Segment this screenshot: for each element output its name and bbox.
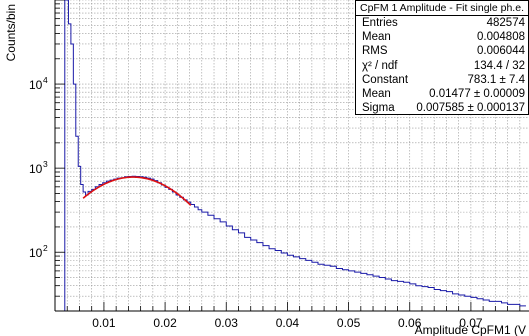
stats-key: Entries: [362, 17, 398, 29]
y-tick-exponent: 2: [43, 243, 48, 253]
x-tick-label: 0.02: [153, 316, 177, 330]
y-tick-label: 10: [29, 78, 43, 92]
x-tick-label: 0.06: [398, 316, 422, 330]
stats-row-fit-mean: Mean 0.01477 ± 0.00009: [356, 87, 528, 101]
stats-row-entries: Entries 482574: [356, 16, 528, 30]
stats-value: 783.1 ± 7.4: [467, 73, 525, 86]
gaussian-fit-curve: [82, 176, 192, 206]
stats-value: 482574: [486, 17, 525, 29]
y-tick-exponent: 4: [43, 75, 48, 85]
y-axis-title: Counts/bin: [4, 4, 18, 61]
axes: [54, 0, 529, 312]
stats-row-constant: Constant 783.1 ± 7.4: [356, 73, 528, 87]
stats-box: CpFM 1 Amplitude - Fit single ph.e. Entr…: [355, 0, 529, 115]
stats-value: 0.004808: [477, 31, 525, 44]
x-tick-label: 0.01: [92, 316, 116, 330]
stats-value: 134.4 / 32: [473, 59, 525, 72]
y-tick-exponent: 3: [43, 159, 48, 169]
stats-key: Sigma: [362, 102, 395, 115]
stats-row-chi2: χ² / ndf 134.4 / 32: [356, 59, 528, 73]
x-tick-label: 0.07: [459, 316, 483, 330]
stats-key: χ² / ndf: [362, 59, 398, 72]
stats-title: CpFM 1 Amplitude - Fit single ph.e.: [356, 1, 528, 16]
stats-key: Mean: [362, 87, 391, 100]
x-axis-title: Amplitude CpFM1 (V: [415, 323, 526, 336]
histogram-series: [64, 0, 526, 312]
y-tick-label: 10: [29, 162, 43, 176]
stats-row-sigma: Sigma 0.007585 ± 0.000137: [356, 101, 528, 115]
stats-key: Constant: [362, 73, 409, 86]
stats-row-rms: RMS 0.006044: [356, 44, 528, 58]
x-tick-label: 0.03: [215, 316, 239, 330]
x-tick-label: 0.04: [276, 316, 300, 330]
stats-row-mean: Mean 0.004808: [356, 30, 528, 44]
stats-value: 0.006044: [477, 45, 525, 58]
stats-value: 0.01477 ± 0.00009: [429, 87, 525, 100]
stats-value: 0.007585 ± 0.000137: [416, 102, 525, 115]
stats-key: RMS: [362, 45, 388, 58]
series-layer: [64, 0, 526, 312]
stats-key: Mean: [362, 31, 391, 44]
y-tick-label: 10: [29, 246, 43, 260]
x-tick-label: 0.05: [337, 316, 361, 330]
